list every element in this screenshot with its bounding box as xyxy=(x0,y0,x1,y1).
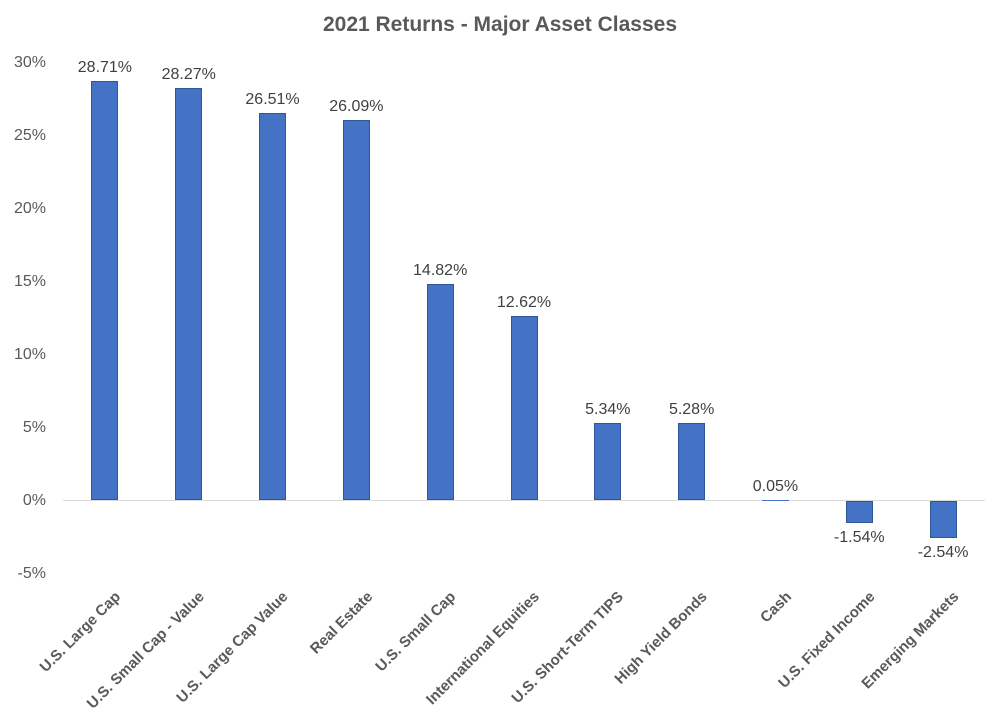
bar xyxy=(91,81,119,501)
chart-title: 2021 Returns - Major Asset Classes xyxy=(322,13,678,36)
x-axis-line xyxy=(63,500,985,501)
bar xyxy=(761,499,789,501)
category-label: Emerging Markets xyxy=(858,588,963,693)
bar xyxy=(342,119,370,501)
category-label: U.S. Large Cap xyxy=(36,588,125,676)
y-tick-label: 25% xyxy=(13,126,46,144)
y-tick-label: 15% xyxy=(13,272,46,290)
bar xyxy=(929,500,957,538)
category-label: Cash xyxy=(756,588,795,627)
data-label: 26.51% xyxy=(245,91,300,109)
data-label: -1.54% xyxy=(833,528,885,546)
data-label: 26.09% xyxy=(329,97,384,115)
bar xyxy=(426,284,454,501)
y-tick-label: 10% xyxy=(13,345,46,363)
bar xyxy=(845,500,873,523)
bar xyxy=(259,113,287,501)
data-label: 14.82% xyxy=(413,262,468,280)
data-label: 0.05% xyxy=(752,477,799,495)
category-label: Real Estate xyxy=(306,588,376,658)
category-label: High Yield Bonds xyxy=(611,588,711,688)
category-label: U.S. Small Cap xyxy=(372,588,460,676)
y-tick-label: 30% xyxy=(13,53,46,71)
data-label: 5.28% xyxy=(668,401,715,419)
y-tick-label: 0% xyxy=(22,491,46,509)
y-tick-label: 5% xyxy=(22,418,46,436)
data-label: 28.71% xyxy=(77,59,133,77)
bar xyxy=(594,422,622,501)
data-label: -2.54% xyxy=(917,543,969,561)
bar xyxy=(510,316,538,501)
bar xyxy=(175,87,203,501)
data-label: 5.34% xyxy=(585,400,631,418)
y-tick-label: -5% xyxy=(17,564,46,582)
data-label: 12.62% xyxy=(496,294,552,312)
bar xyxy=(678,423,706,501)
y-tick-label: 20% xyxy=(13,199,46,217)
data-label: 28.27% xyxy=(161,65,216,83)
